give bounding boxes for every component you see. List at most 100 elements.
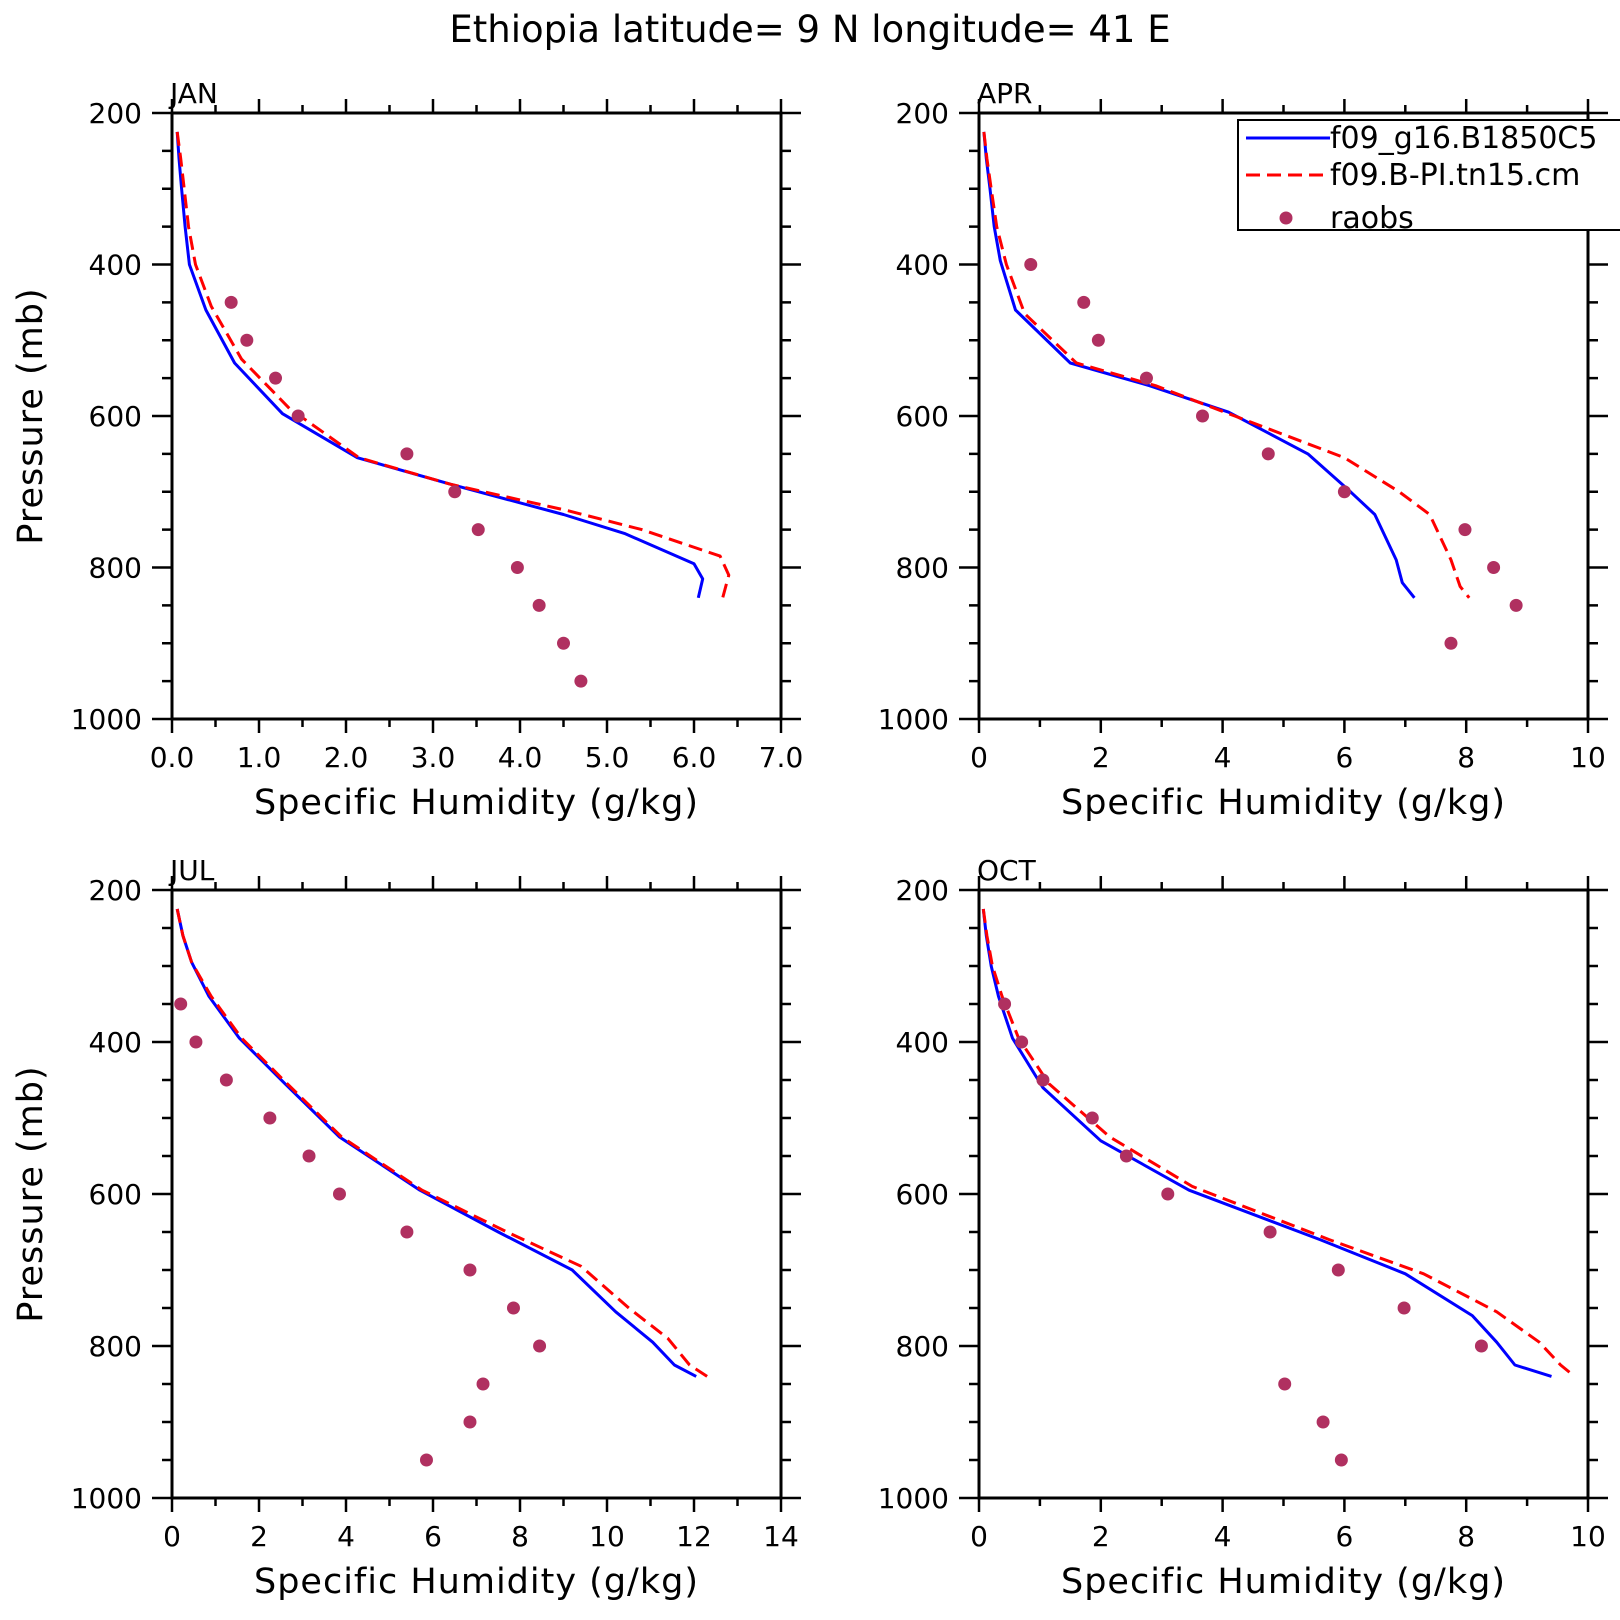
- x-tick-label: 12: [676, 1520, 712, 1553]
- data-point-raobs: [174, 997, 188, 1011]
- y-tick-label: 200: [896, 874, 949, 907]
- y-tick-label: 600: [89, 400, 142, 433]
- data-point-raobs: [1161, 1187, 1175, 1201]
- x-tick-label: 10: [1570, 741, 1606, 774]
- data-point-raobs: [263, 1111, 277, 1125]
- data-point-raobs: [1278, 1377, 1292, 1391]
- series-line-f09-b-pi-tn15-cm: [175, 131, 731, 599]
- data-point-raobs: [463, 1415, 477, 1429]
- y-tick-label: 1000: [878, 703, 949, 736]
- data-point-raobs: [302, 1149, 316, 1163]
- panel-apr: APR 0 2 4 6 8 10 200 400 600 800 1000 Specific Humid…: [878, 77, 1608, 823]
- x-tick-label: 2: [1092, 741, 1110, 774]
- y-axis-label: Pressure (mb): [11, 287, 51, 544]
- data-point-raobs: [1085, 1111, 1099, 1125]
- data-point-raobs: [419, 1453, 433, 1467]
- data-point-raobs: [1263, 1225, 1277, 1239]
- y-tick-label: 200: [89, 97, 142, 130]
- x-tick-label: 6: [1335, 741, 1353, 774]
- data-point-raobs: [219, 1073, 233, 1087]
- x-tick-label: 10: [589, 1520, 625, 1553]
- y-tick-label: 1000: [71, 703, 142, 736]
- x-tick-label: 7.0: [759, 741, 804, 774]
- y-tick-label: 800: [896, 1330, 949, 1363]
- data-point-raobs: [1444, 636, 1458, 650]
- series-line-f09-b-pi-tn15-cm: [175, 908, 708, 1378]
- series-line-f09-g16-b1850c5: [982, 131, 1416, 599]
- data-point-raobs: [1036, 1073, 1050, 1087]
- x-tick-label: 14: [763, 1520, 799, 1553]
- data-point-raobs: [506, 1301, 520, 1315]
- data-point-raobs: [1024, 258, 1038, 271]
- x-tick-label: 10: [1570, 1520, 1606, 1553]
- data-point-raobs: [510, 561, 524, 574]
- data-point-raobs: [471, 523, 485, 537]
- x-tick-label: 2: [250, 1520, 268, 1553]
- data-point-raobs: [1334, 1453, 1348, 1467]
- series-line-f09-g16-b1850c5: [175, 908, 697, 1378]
- data-point-raobs: [1196, 409, 1210, 423]
- x-tick-label: 2.0: [324, 741, 369, 774]
- y-tick-label: 800: [896, 552, 949, 585]
- data-point-raobs: [1458, 523, 1472, 537]
- x-tick-label: 0: [970, 741, 988, 774]
- data-point-raobs: [400, 447, 414, 461]
- data-point-raobs: [1119, 1149, 1133, 1163]
- x-tick-label: 8: [1457, 741, 1475, 774]
- x-tick-label: 0: [970, 1520, 988, 1553]
- x-tick-label: 0: [163, 1520, 181, 1553]
- series-line-f09-g16-b1850c5: [981, 908, 1552, 1378]
- panel-jan: JAN 0.0 1.0 2.0 3.0 4.0 5.0 6.0 7.0 200 400 600 800 1…: [11, 77, 803, 823]
- data-point-raobs: [1091, 333, 1105, 347]
- legend-label: f09.B-PI.tn15.cm: [1330, 158, 1580, 193]
- x-tick-label: 3.0: [411, 741, 456, 774]
- data-point-raobs: [1509, 598, 1523, 612]
- data-point-raobs: [557, 636, 570, 650]
- y-tick-label: 200: [896, 97, 949, 130]
- panel-label: JUL: [168, 854, 215, 887]
- x-tick-label: 4: [337, 1520, 355, 1553]
- data-point-raobs: [476, 1377, 490, 1391]
- series-line-f09-g16-b1850c5: [175, 131, 705, 599]
- y-tick-label: 200: [89, 874, 142, 907]
- y-tick-label: 600: [896, 400, 949, 433]
- chart-title: Ethiopia latitude= 9 N longitude= 41 E: [449, 8, 1170, 51]
- legend-label: f09_g16.B1850C5: [1330, 121, 1597, 156]
- x-tick-label: 8: [1457, 1520, 1475, 1553]
- x-tick-label: 6: [424, 1520, 442, 1553]
- data-point-raobs: [224, 295, 238, 309]
- data-point-raobs: [448, 485, 462, 499]
- plot-frame: [170, 111, 783, 721]
- y-tick-label: 600: [896, 1178, 949, 1211]
- data-point-raobs: [998, 997, 1012, 1011]
- data-point-raobs: [332, 1187, 346, 1201]
- x-tick-label: 2: [1092, 1520, 1110, 1553]
- plot-frame: [977, 888, 1590, 1500]
- data-point-raobs: [1261, 447, 1275, 461]
- data-point-raobs: [1474, 1339, 1488, 1353]
- data-point-raobs: [1077, 295, 1091, 309]
- y-axis-label: Pressure (mb): [11, 1065, 51, 1322]
- data-point-raobs: [269, 371, 283, 385]
- data-point-raobs: [1139, 371, 1153, 385]
- y-tick-label: 600: [89, 1178, 142, 1211]
- data-point-raobs: [400, 1225, 414, 1239]
- x-tick-label: 6.0: [672, 741, 717, 774]
- x-tick-label: 1.0: [237, 741, 282, 774]
- series-line-f09-b-pi-tn15-cm: [981, 908, 1576, 1378]
- y-tick-label: 1000: [71, 1482, 142, 1515]
- y-tick-label: 1000: [878, 1482, 949, 1515]
- data-point-raobs: [291, 409, 305, 423]
- data-point-raobs: [533, 1339, 547, 1353]
- x-tick-label: 6: [1335, 1520, 1353, 1553]
- legend-label: raobs: [1330, 201, 1414, 236]
- x-axis-label: Specific Humidity (g/kg): [254, 1562, 699, 1602]
- data-point-raobs: [1337, 485, 1351, 499]
- plot-frame: [170, 888, 783, 1500]
- data-point-raobs: [1487, 561, 1501, 574]
- x-axis-label: Specific Humidity (g/kg): [1061, 1562, 1506, 1602]
- x-tick-label: 8: [511, 1520, 529, 1553]
